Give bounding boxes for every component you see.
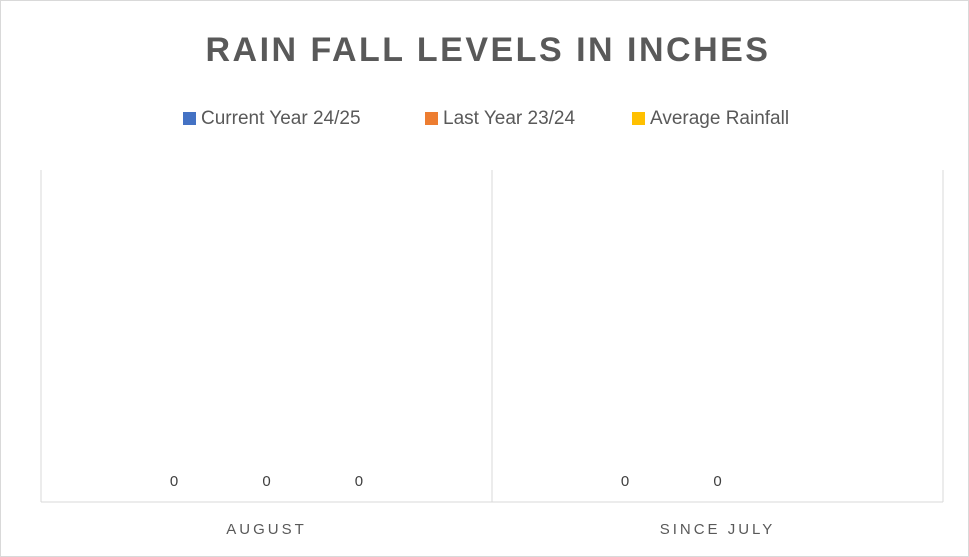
legend-label: Average Rainfall xyxy=(650,108,789,129)
x-tick-label: SINCE JULY xyxy=(660,521,776,538)
data-label: 0 xyxy=(355,473,363,490)
legend-label: Last Year 23/24 xyxy=(443,108,575,129)
data-label: 0 xyxy=(170,473,178,490)
data-label: 0 xyxy=(713,473,721,490)
data-label: 0 xyxy=(621,473,629,490)
legend-swatch xyxy=(183,112,196,125)
x-tick-label: AUGUST xyxy=(226,521,307,538)
legend-swatch xyxy=(425,112,438,125)
chart-title: RAIN FALL LEVELS IN INCHES xyxy=(206,31,771,69)
data-label: 0 xyxy=(262,473,270,490)
legend-label: Current Year 24/25 xyxy=(201,108,361,129)
legend-swatch xyxy=(632,112,645,125)
